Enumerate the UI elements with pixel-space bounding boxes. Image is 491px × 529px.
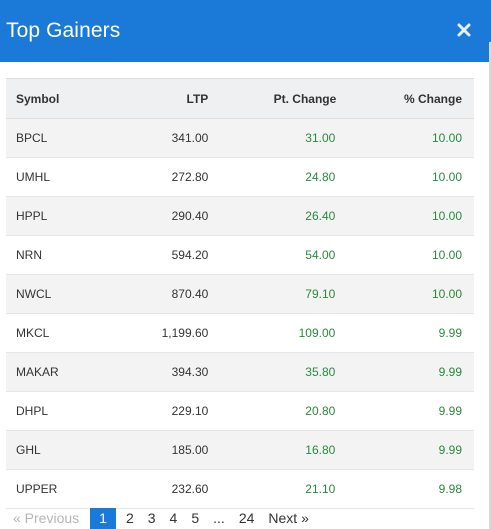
column-header-symbol[interactable]: Symbol (6, 78, 110, 119)
close-icon (457, 23, 471, 37)
cell-ltp: 341.00 (109, 118, 215, 158)
cell-pct-change: 10.00 (344, 274, 474, 314)
modal-scroll-edge (489, 42, 491, 529)
cell-symbol: MKCL (6, 313, 110, 353)
gainers-table-container: Symbol LTP Pt. Change % Change BPCL 341.0… (6, 78, 474, 509)
table-row[interactable]: MKCL 1,199.60 109.00 9.99 (6, 313, 474, 353)
cell-pt-change: 26.40 (214, 196, 345, 236)
cell-pt-change: 109.00 (214, 313, 345, 353)
page-link-24[interactable]: 24 (238, 510, 255, 526)
previous-page-link[interactable]: « Previous (13, 510, 80, 526)
cell-pt-change: 20.80 (214, 391, 345, 431)
cell-pt-change: 54.00 (214, 235, 345, 275)
cell-ltp: 870.40 (109, 274, 215, 314)
pagination-ellipsis: ... (213, 510, 225, 526)
cell-pct-change: 9.99 (344, 391, 474, 431)
page-link-1[interactable]: 1 (90, 508, 116, 529)
cell-symbol: BPCL (6, 118, 110, 158)
table-row[interactable]: DHPL 229.10 20.80 9.99 (6, 391, 474, 431)
page-link-3[interactable]: 3 (147, 510, 156, 526)
cell-symbol: NWCL (6, 274, 110, 314)
next-page-link[interactable]: Next » (268, 510, 309, 526)
table-row[interactable]: BPCL 341.00 31.00 10.00 (6, 118, 474, 158)
cell-symbol: DHPL (6, 391, 110, 431)
cell-ltp: 232.60 (109, 469, 215, 509)
table-row[interactable]: UMHL 272.80 24.80 10.00 (6, 157, 474, 197)
table-row[interactable]: NRN 594.20 54.00 10.00 (6, 235, 474, 275)
cell-symbol: UPPER (6, 469, 110, 509)
cell-symbol: MAKAR (6, 352, 110, 392)
cell-ltp: 290.40 (109, 196, 215, 236)
cell-pct-change: 10.00 (344, 235, 474, 275)
table-row[interactable]: NWCL 870.40 79.10 10.00 (6, 274, 474, 314)
pagination: « Previous 1 2 3 4 5 ... 24 Next » (6, 508, 316, 529)
table-header-row: Symbol LTP Pt. Change % Change (6, 78, 474, 119)
column-header-pct-change[interactable]: % Change (344, 78, 474, 119)
table-body: BPCL 341.00 31.00 10.00 UMHL 272.80 24.80 10.00… (6, 118, 474, 509)
cell-pt-change: 35.80 (214, 352, 345, 392)
column-header-pt-change[interactable]: Pt. Change (214, 78, 345, 119)
cell-ltp: 272.80 (109, 157, 215, 197)
cell-pct-change: 10.00 (344, 118, 474, 158)
table-row[interactable]: UPPER 232.60 21.10 9.98 (6, 469, 474, 509)
cell-symbol: HPPL (6, 196, 110, 236)
cell-pt-change: 79.10 (214, 274, 345, 314)
page-link-5[interactable]: 5 (191, 510, 200, 526)
cell-pt-change: 21.10 (214, 469, 345, 509)
cell-pt-change: 24.80 (214, 157, 345, 197)
close-button[interactable] (453, 19, 475, 41)
gainers-table: Symbol LTP Pt. Change % Change BPCL 341.0… (6, 78, 474, 509)
page-link-4[interactable]: 4 (169, 510, 178, 526)
cell-pct-change: 9.99 (344, 430, 474, 470)
cell-pct-change: 10.00 (344, 196, 474, 236)
cell-ltp: 394.30 (109, 352, 215, 392)
modal-title: Top Gainers (6, 18, 121, 42)
cell-symbol: GHL (6, 430, 110, 470)
table-row[interactable]: MAKAR 394.30 35.80 9.99 (6, 352, 474, 392)
cell-pct-change: 9.99 (344, 313, 474, 353)
cell-pct-change: 9.98 (344, 469, 474, 509)
modal-header: Top Gainers (0, 0, 491, 62)
cell-ltp: 594.20 (109, 235, 215, 275)
cell-ltp: 185.00 (109, 430, 215, 470)
cell-pct-change: 9.99 (344, 352, 474, 392)
table-row[interactable]: HPPL 290.40 26.40 10.00 (6, 196, 474, 236)
page-link-2[interactable]: 2 (125, 510, 134, 526)
column-header-ltp[interactable]: LTP (109, 78, 215, 119)
table-row[interactable]: GHL 185.00 16.80 9.99 (6, 430, 474, 470)
cell-ltp: 1,199.60 (109, 313, 215, 353)
cell-pt-change: 16.80 (214, 430, 345, 470)
cell-symbol: UMHL (6, 157, 110, 197)
cell-symbol: NRN (6, 235, 110, 275)
cell-pt-change: 31.00 (214, 118, 345, 158)
cell-pct-change: 10.00 (344, 157, 474, 197)
cell-ltp: 229.10 (109, 391, 215, 431)
